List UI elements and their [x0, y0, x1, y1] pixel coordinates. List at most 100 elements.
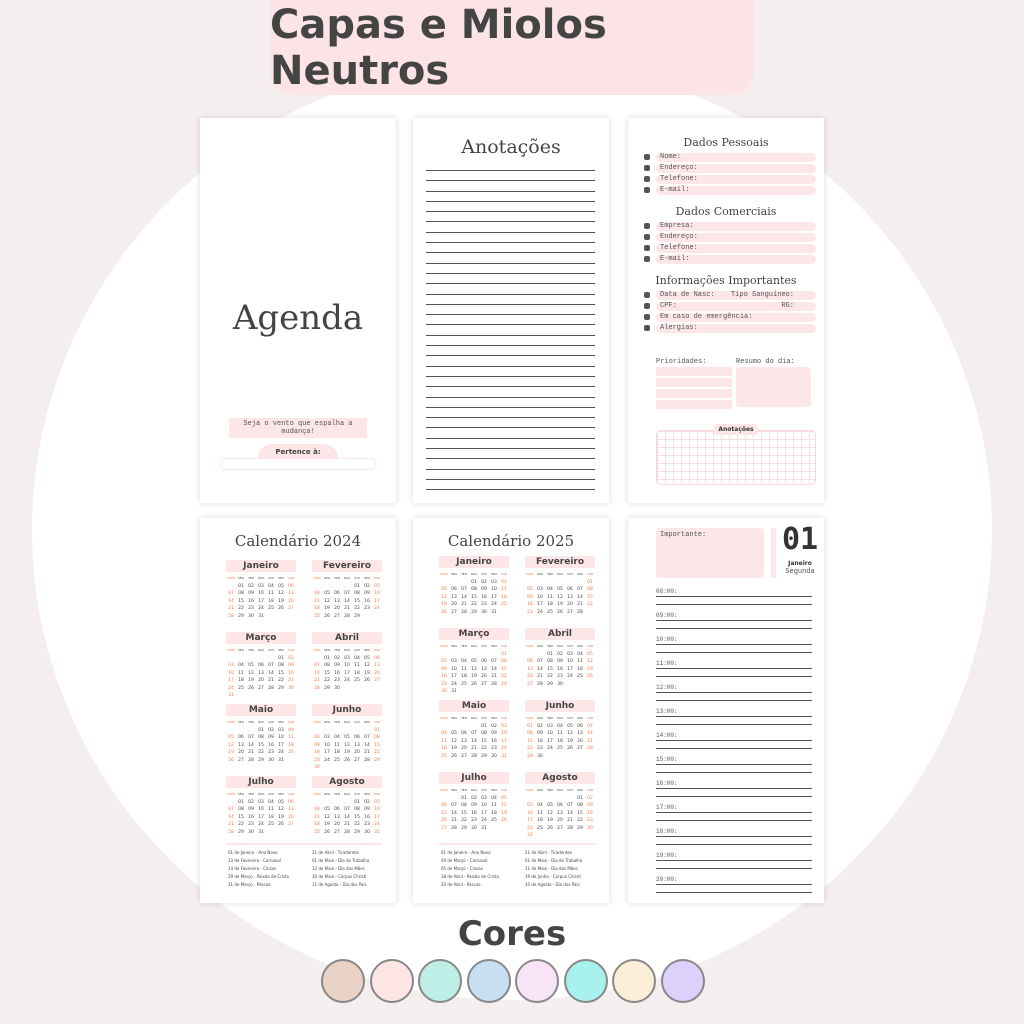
day-cell: 22: [374, 750, 380, 755]
field-row[interactable]: Telefone:: [644, 244, 816, 253]
hour-slot[interactable]: 18:00:: [656, 828, 812, 852]
weekday-label: DOM: [227, 576, 235, 580]
day-cell: 21: [537, 674, 543, 679]
field-row[interactable]: Endereço:: [644, 233, 816, 242]
field-row[interactable]: E-mail:: [644, 186, 816, 195]
field-row[interactable]: Endereço:: [644, 164, 816, 173]
note-line: [426, 211, 595, 213]
day-cell: 01: [577, 795, 583, 801]
day-cell: 26: [587, 674, 593, 679]
color-swatch[interactable]: [563, 959, 608, 1003]
day-cell: 10: [451, 666, 457, 672]
day-cell: 10: [537, 594, 543, 600]
day-cell: 15: [501, 666, 507, 672]
field-row[interactable]: Em caso de emergência:: [644, 313, 816, 322]
day-cell: 22: [587, 602, 593, 607]
month-name: Junho: [312, 704, 382, 716]
day-cell: 20: [334, 606, 340, 611]
holiday-item: 18 de Abril - Paixão de Cristo: [441, 874, 500, 879]
day-cell: 22: [238, 606, 244, 611]
weekday-label: QUA: [343, 792, 351, 796]
day-cell: 09: [314, 742, 320, 748]
resumo-label: Resumo do dia:: [736, 358, 795, 366]
day-cell: 16: [471, 810, 477, 816]
day-cell: 17: [481, 810, 487, 816]
field-row[interactable]: CPF: RG:: [644, 302, 816, 311]
weekday-label: DOM: [526, 788, 534, 792]
day-cell: 14: [567, 810, 573, 816]
color-swatch[interactable]: [515, 959, 559, 1003]
day-cell: 31: [501, 753, 507, 759]
weekday-label: TER: [334, 792, 340, 796]
field-row[interactable]: Telefone:: [644, 175, 816, 184]
day-cell: 25: [577, 674, 583, 679]
day-cell: 11: [268, 807, 274, 812]
day-cell: 20: [557, 818, 563, 823]
weekday-label: SAB: [287, 576, 295, 580]
day-cell: 18: [441, 746, 447, 751]
color-swatch[interactable]: [418, 959, 462, 1003]
field-row[interactable]: Empresa:: [644, 222, 816, 231]
weekday-label: DOM: [227, 648, 235, 652]
weekday-label: QUA: [556, 716, 564, 720]
day-cell: 25: [461, 681, 467, 687]
resumo-box[interactable]: [736, 367, 811, 407]
weekday-label: QUA: [556, 644, 564, 648]
month-name: Janeiro: [226, 560, 296, 572]
day-cell: 08: [501, 659, 507, 664]
color-swatch[interactable]: [612, 959, 656, 1003]
day-cell: 14: [491, 666, 497, 672]
hour-slot[interactable]: 11:00:: [656, 660, 812, 684]
day-cell: 28: [344, 613, 350, 619]
day-cell: 25: [547, 609, 553, 615]
day-cell: 17: [374, 598, 380, 604]
hour-slot[interactable]: 14:00:: [656, 732, 812, 756]
day-cell: 02: [268, 727, 274, 733]
day-cell: 11: [314, 814, 320, 820]
field-row[interactable]: Data de Nasc: Tipo Sanguíneo:: [644, 291, 816, 300]
color-swatch[interactable]: [369, 959, 414, 1003]
day-cell: 19: [248, 678, 254, 683]
hour-slot[interactable]: 12:00:: [656, 684, 812, 708]
day-cell: 29: [278, 685, 284, 691]
day-cell: 31: [228, 693, 234, 698]
day-cell: 04: [334, 735, 340, 740]
day-cell: 18: [238, 678, 244, 683]
hour-slot[interactable]: 09:00:: [656, 612, 812, 636]
day-cell: 15: [238, 814, 244, 820]
day-cell: 29: [471, 609, 477, 615]
day-cell: 11: [491, 803, 497, 808]
color-swatch[interactable]: [660, 959, 705, 1003]
day-cell: 09: [557, 659, 563, 664]
prioridades-label: Prioridades:: [656, 358, 707, 366]
hour-slot[interactable]: 16:00:: [656, 780, 812, 804]
day-cell: 13: [334, 598, 340, 604]
note-line: [426, 365, 595, 367]
hour-slot[interactable]: 15:00:: [656, 756, 812, 780]
owner-field[interactable]: [220, 458, 376, 470]
hour-slot[interactable]: 20:00:: [656, 876, 812, 900]
weekday-label: SEX: [491, 644, 497, 648]
day-cell: 17: [491, 594, 497, 600]
hour-slot[interactable]: 19:00:: [656, 852, 812, 876]
hour-slot[interactable]: 08:00:: [656, 588, 812, 612]
day-cell: 06: [374, 655, 380, 661]
color-swatch[interactable]: [466, 959, 511, 1003]
color-swatch[interactable]: [321, 959, 365, 1003]
hour-label: 20:00:: [656, 876, 678, 883]
day-cell: 22: [547, 674, 553, 679]
weekday-label: SEX: [577, 644, 583, 648]
weekday-label: SEX: [278, 720, 284, 724]
hour-slot[interactable]: 17:00:: [656, 804, 812, 828]
hour-slot[interactable]: 13:00:: [656, 708, 812, 732]
field-row[interactable]: Nome:: [644, 153, 816, 162]
hour-slot[interactable]: 10:00:: [656, 636, 812, 660]
hour-label: 12:00:: [656, 684, 678, 691]
day-cell: 19: [364, 670, 370, 676]
important-box[interactable]: Importante:: [656, 528, 764, 578]
day-cell: 12: [501, 803, 507, 808]
field-row[interactable]: Alergias:: [644, 324, 816, 333]
field-row[interactable]: E-mail:: [644, 255, 816, 264]
day-cell: 09: [364, 807, 370, 812]
day-cell: 09: [537, 731, 543, 736]
